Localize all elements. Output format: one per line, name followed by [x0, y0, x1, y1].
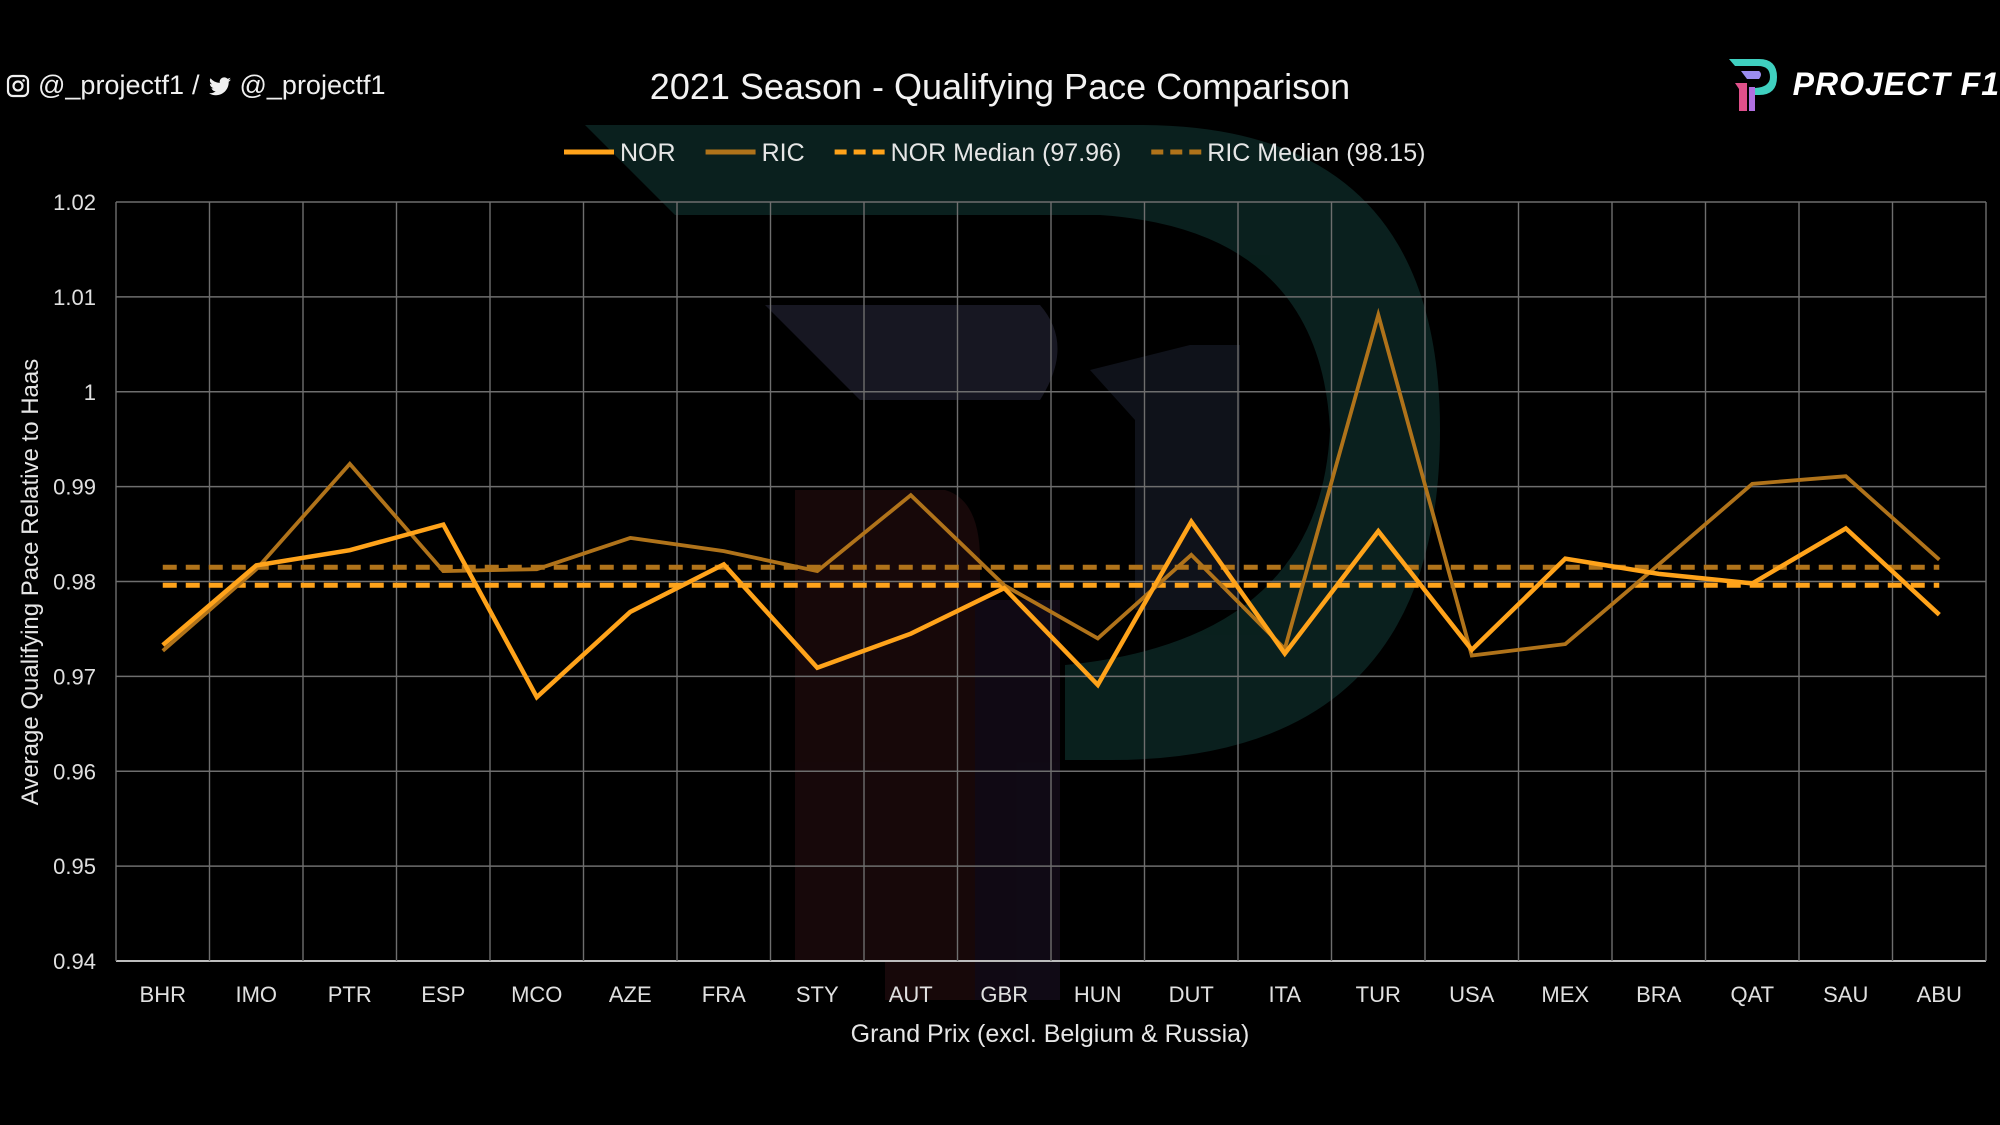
- legend-label: NOR: [620, 139, 676, 167]
- y-tick-label: 0.97: [53, 664, 96, 689]
- y-tick-label: 0.95: [53, 854, 96, 879]
- y-tick-label: 0.96: [53, 759, 96, 784]
- legend-item: RIC Median (98.15): [1151, 139, 1425, 167]
- brand-name: PROJECT F1: [1792, 65, 2000, 102]
- x-tick-label: IMO: [235, 982, 277, 1007]
- x-tick-label: PTR: [328, 982, 372, 1007]
- y-tick-label: 0.98: [53, 570, 96, 595]
- x-tick-label: FRA: [702, 982, 746, 1007]
- x-tick-label: ESP: [421, 982, 465, 1007]
- legend-item: NOR: [564, 139, 676, 167]
- social-handles: @_projectf1 / @_projectf1: [6, 70, 385, 101]
- x-tick-label: GBR: [980, 982, 1028, 1007]
- legend-item: NOR Median (97.96): [834, 139, 1122, 167]
- x-tick-label: SAU: [1823, 982, 1868, 1007]
- series-lines: [161, 307, 1941, 701]
- x-tick-label: ABU: [1917, 982, 1962, 1007]
- x-tick-label: MCO: [511, 982, 562, 1007]
- x-tick-label: MEX: [1541, 982, 1589, 1007]
- y-tick-label: 0.99: [53, 475, 96, 500]
- x-tick-label: BRA: [1636, 982, 1682, 1007]
- grid-lines: [115, 201, 1987, 962]
- x-tick-label: HUN: [1074, 982, 1122, 1007]
- watermark-logo: [585, 125, 1440, 1000]
- legend: NOR RIC NOR Median (97.96) RIC Median (98.1…: [564, 139, 1425, 167]
- x-tick-label: DUT: [1169, 982, 1214, 1007]
- instagram-icon: [6, 74, 30, 97]
- legend-label: RIC: [762, 139, 805, 167]
- x-tick-label: USA: [1449, 982, 1495, 1007]
- y-tick-label: 1.02: [53, 190, 96, 215]
- series-line-ric: [161, 307, 1941, 658]
- y-axis-label: Average Qualifying Pace Relative to Haas: [17, 359, 44, 805]
- twitter-icon: [208, 76, 231, 95]
- x-tick-label: STY: [796, 982, 839, 1007]
- y-tick-label: 0.94: [53, 949, 96, 974]
- x-tick-label: TUR: [1356, 982, 1401, 1007]
- project-f1-logo-icon: [1728, 59, 1777, 111]
- x-tick-label: BHR: [140, 982, 186, 1007]
- x-axis-label: Grand Prix (excl. Belgium & Russia): [851, 1020, 1250, 1048]
- legend-label: RIC Median (98.15): [1207, 139, 1425, 167]
- instagram-handle: @_projectf1: [38, 70, 184, 100]
- brand-logo: PROJECT F1: [1725, 55, 2000, 113]
- y-tick-label: 1: [84, 380, 96, 405]
- y-tick-label: 1.01: [53, 285, 96, 310]
- x-tick-label: QAT: [1730, 982, 1774, 1007]
- x-tick-label: ITA: [1268, 982, 1301, 1007]
- x-tick-label: AZE: [609, 982, 652, 1007]
- x-axis-ticks: BHR IMO PTR ESP MCO AZE FRA STY AUT GBR HUN DUT ITA T…: [140, 982, 1962, 1007]
- y-axis-ticks: 0.94 0.95 0.96 0.97 0.98 0.99 1 1.01 1.02: [53, 190, 96, 974]
- legend-label: NOR Median (97.96): [891, 139, 1122, 167]
- x-tick-label: AUT: [889, 982, 933, 1007]
- legend-item: RIC: [705, 139, 805, 167]
- handle-separator: /: [191, 70, 200, 100]
- twitter-handle: @_projectf1: [239, 70, 386, 100]
- series-line-nor: [161, 517, 1941, 701]
